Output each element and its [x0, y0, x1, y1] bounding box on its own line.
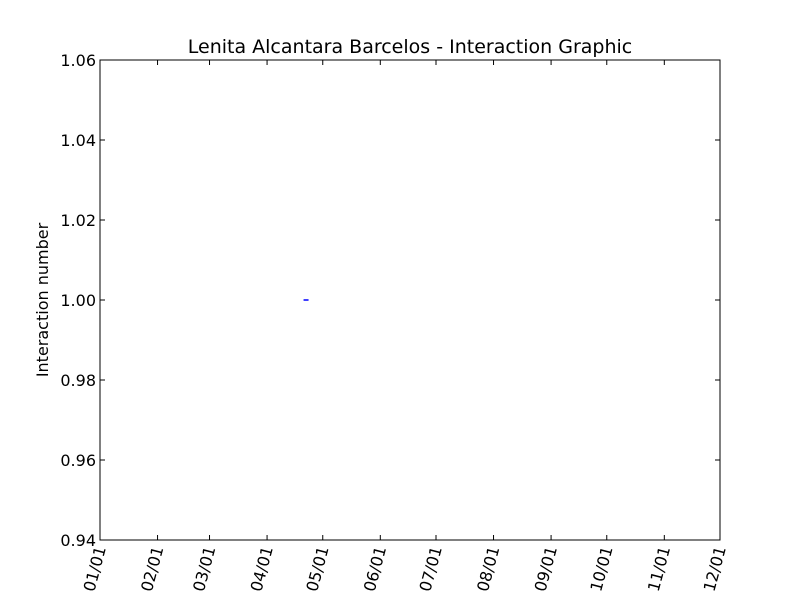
plot-frame	[99, 59, 721, 541]
y-tick-label: 1.00	[60, 291, 96, 310]
chart-title: Lenita Alcantara Barcelos - Interaction …	[188, 36, 632, 58]
y-tick-label: 1.02	[60, 211, 96, 230]
y-tick-label: 0.98	[60, 371, 96, 390]
y-tick-label: 1.04	[60, 131, 96, 150]
y-tick-label: 0.96	[60, 451, 96, 470]
y-tick-label: 0.94	[60, 531, 96, 550]
y-axis-label: Interaction number	[33, 222, 52, 377]
y-tick-label: 1.06	[60, 51, 96, 70]
